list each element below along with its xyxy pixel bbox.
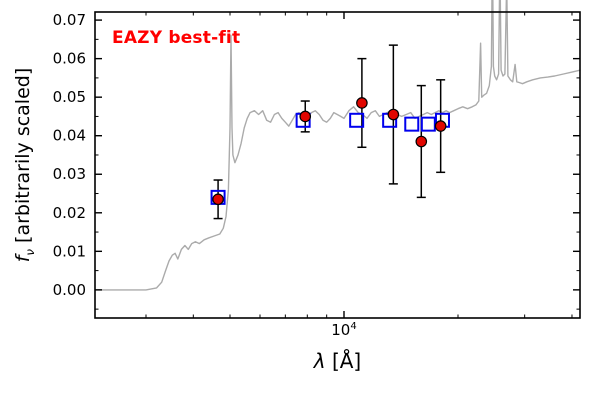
x-axis-label: λ [Å] xyxy=(95,349,580,373)
ylabel-rest: [arbitrarily scaled] xyxy=(12,67,34,249)
observed-photometry-marker xyxy=(434,120,447,132)
model-photometry-marker xyxy=(349,112,365,128)
model-photometry-marker xyxy=(404,116,420,132)
observed-photometry-marker xyxy=(212,193,224,206)
observed-photometry-marker xyxy=(415,135,428,148)
x-tick-label: 104 xyxy=(314,321,374,339)
y-tick-label: 0.04 xyxy=(53,127,86,145)
y-axis-label: fν [arbitrarily scaled] xyxy=(12,12,38,318)
model-photometry-marker xyxy=(420,116,436,132)
plot-frame xyxy=(94,11,581,319)
y-tick-label: 0.05 xyxy=(53,88,86,106)
xlabel-symbol: λ xyxy=(313,349,326,373)
y-tick-label: 0.03 xyxy=(53,165,86,183)
y-tick-label: 0.07 xyxy=(53,11,86,29)
y-tick-label: 0.06 xyxy=(53,50,86,68)
y-tick-label: 0.02 xyxy=(53,204,86,222)
xtick-exponent: 4 xyxy=(350,321,357,332)
observed-photometry-marker xyxy=(387,108,400,121)
y-tick-label: 0.00 xyxy=(53,281,86,299)
fit-annotation: EAZY best-fit xyxy=(112,28,241,48)
observed-photometry-marker xyxy=(356,97,368,109)
observed-photometry-marker xyxy=(299,110,312,123)
xlabel-unit: [Å] xyxy=(325,349,362,373)
xtick-base: 10 xyxy=(331,321,351,339)
y-tick-label: 0.01 xyxy=(53,242,86,260)
ylabel-subscript: ν xyxy=(22,248,37,256)
ylabel-symbol: f xyxy=(12,255,34,263)
